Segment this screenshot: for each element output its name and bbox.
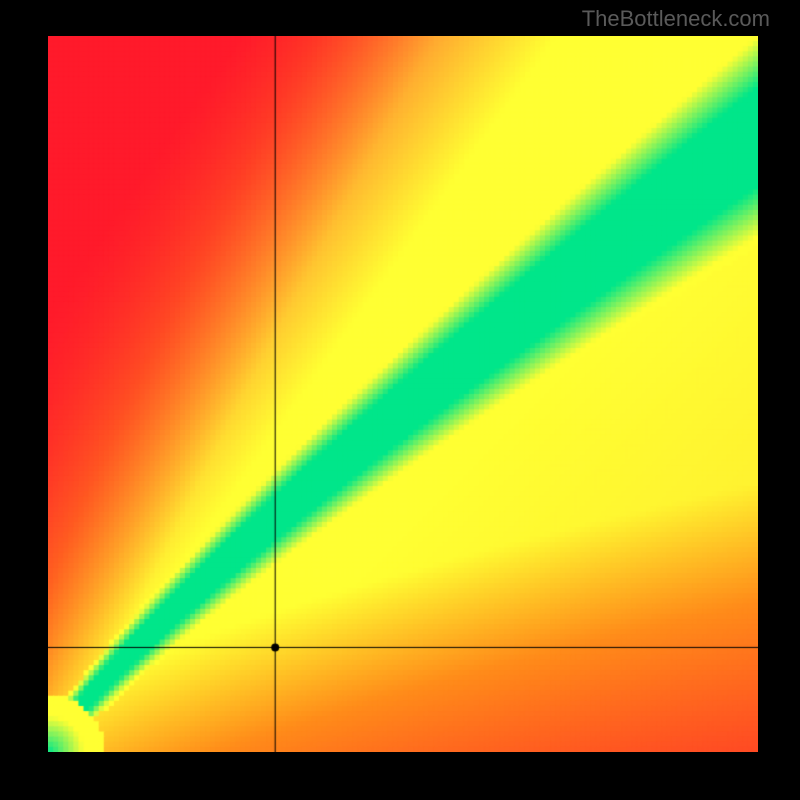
heatmap-plot [48, 36, 758, 752]
watermark-text: TheBottleneck.com [582, 6, 770, 32]
heatmap-canvas [48, 36, 758, 752]
